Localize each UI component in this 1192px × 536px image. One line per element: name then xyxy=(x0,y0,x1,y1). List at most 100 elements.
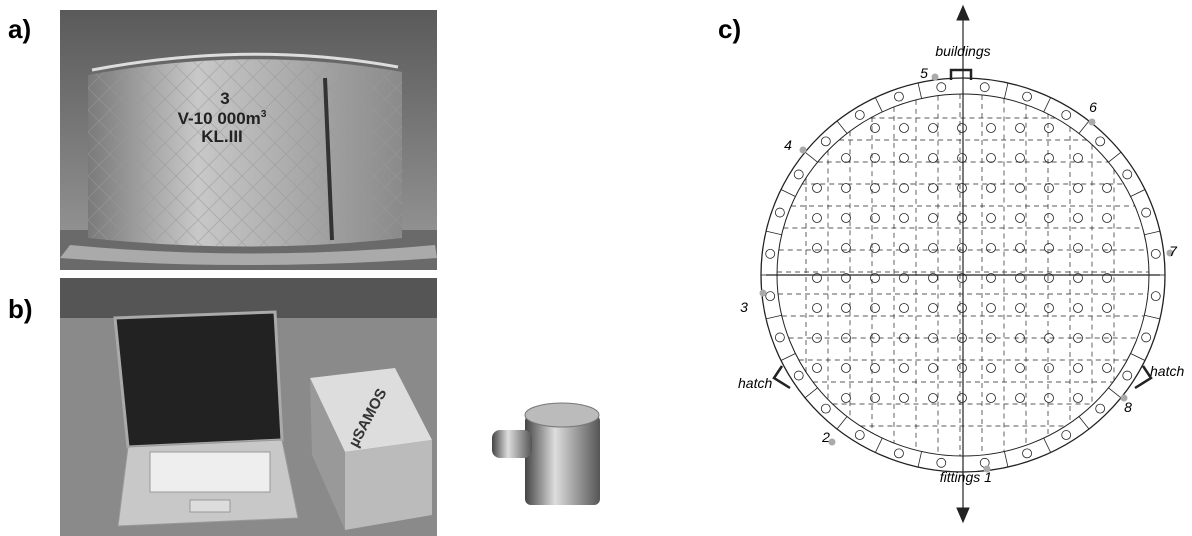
sensor-marker xyxy=(800,147,807,154)
top-label: buildings xyxy=(935,43,990,59)
sensor-point xyxy=(813,304,822,313)
sensor-point xyxy=(871,184,880,193)
sensor-point xyxy=(1074,394,1083,403)
sensor-point xyxy=(987,214,996,223)
ring-segment xyxy=(1108,152,1121,162)
sensor-point xyxy=(1142,208,1151,217)
ring-segment xyxy=(805,152,818,162)
sensor-marker xyxy=(932,74,939,81)
sensor-point xyxy=(1016,364,1025,373)
bottom-label: fittings xyxy=(940,469,980,485)
sensor-point xyxy=(958,364,967,373)
sensor-point xyxy=(1142,333,1151,342)
ring-segment xyxy=(1108,388,1121,398)
ring-segment xyxy=(1004,83,1008,99)
sensor-photo xyxy=(492,403,600,505)
sensor-point xyxy=(1045,154,1054,163)
tank-volume-text: V-10 000m xyxy=(178,109,261,128)
sensor-point xyxy=(1074,154,1083,163)
sensor-point xyxy=(929,124,938,133)
sensor-point xyxy=(1103,184,1112,193)
sensor-marker xyxy=(1089,119,1096,126)
sensor-point xyxy=(1045,394,1054,403)
ring-segment xyxy=(781,354,795,361)
sensor-point xyxy=(987,154,996,163)
sensor-point xyxy=(929,364,938,373)
sensor-number: 1 xyxy=(984,469,992,485)
ring-segment xyxy=(1079,121,1089,134)
sensor-point xyxy=(937,83,946,92)
sensor-point xyxy=(794,170,803,179)
sensor-point xyxy=(958,214,967,223)
sensor-point xyxy=(980,83,989,92)
sensor-point xyxy=(987,244,996,253)
sensor-point xyxy=(855,431,864,440)
sensor-point xyxy=(766,292,775,301)
ring-segment xyxy=(918,83,922,99)
sensor-point xyxy=(958,154,967,163)
sensor-point xyxy=(1045,304,1054,313)
sensor-point xyxy=(813,214,822,223)
sensor-point xyxy=(1103,364,1112,373)
figure: a) 3 V-10 000m3 KL.III b) µSAMOS c) xyxy=(0,0,1192,536)
sensor-point xyxy=(929,244,938,253)
volume-exponent: 3 xyxy=(261,109,267,120)
sensor-point xyxy=(821,404,830,413)
ring-segment xyxy=(766,315,782,319)
sensor-point xyxy=(929,214,938,223)
ring-segment xyxy=(837,121,847,134)
ring-segment xyxy=(1079,417,1089,430)
sensor-point xyxy=(842,244,851,253)
sensor-point xyxy=(871,364,880,373)
sensor-number: 5 xyxy=(920,65,928,81)
sensor-number: 3 xyxy=(740,299,748,315)
sensor-point xyxy=(894,449,903,458)
ring-segment xyxy=(875,438,882,452)
ring-segment xyxy=(875,98,882,112)
sensor-point xyxy=(1123,371,1132,380)
equipment-photo: µSAMOS xyxy=(60,278,437,536)
sensor-point xyxy=(794,371,803,380)
sensor-point xyxy=(842,154,851,163)
sensor-point xyxy=(1123,170,1132,179)
panel-label: b) xyxy=(8,294,33,324)
sensor-point xyxy=(900,364,909,373)
sensor-point xyxy=(929,394,938,403)
sensor-point xyxy=(987,184,996,193)
sensor-point xyxy=(842,304,851,313)
sensor-point xyxy=(775,333,784,342)
sensor-point xyxy=(1045,364,1054,373)
sensor-point xyxy=(1023,92,1032,101)
sensor-point xyxy=(1045,184,1054,193)
sensor-point xyxy=(1045,214,1054,223)
sensor-point xyxy=(1151,249,1160,258)
sensor-number: 6 xyxy=(1089,99,1097,115)
sensor-point xyxy=(842,364,851,373)
sensor-point xyxy=(1096,137,1105,146)
sensor-point xyxy=(1016,244,1025,253)
sensor-point xyxy=(1074,244,1083,253)
sensor-point xyxy=(937,458,946,467)
tank-photo: 3 V-10 000m3 KL.III xyxy=(60,10,437,270)
sensor-point xyxy=(1016,184,1025,193)
sensor-point xyxy=(987,124,996,133)
sensor-point xyxy=(842,214,851,223)
sensor-point xyxy=(1023,449,1032,458)
sensor-point xyxy=(1103,214,1112,223)
sensor-point xyxy=(900,214,909,223)
sensor-point xyxy=(1016,214,1025,223)
sensor-point xyxy=(821,137,830,146)
ring-segment xyxy=(805,388,818,398)
sensor-point xyxy=(900,244,909,253)
sensor-point xyxy=(929,154,938,163)
sensor-point xyxy=(1045,124,1054,133)
sensor-point xyxy=(958,244,967,253)
ring-segment xyxy=(1144,315,1160,319)
sensor-point xyxy=(900,304,909,313)
sensor-point xyxy=(766,249,775,258)
ring-segment xyxy=(1131,354,1145,361)
sensor-point xyxy=(987,304,996,313)
sensor-point xyxy=(813,244,822,253)
sensor-point xyxy=(987,394,996,403)
sensor-point xyxy=(929,304,938,313)
